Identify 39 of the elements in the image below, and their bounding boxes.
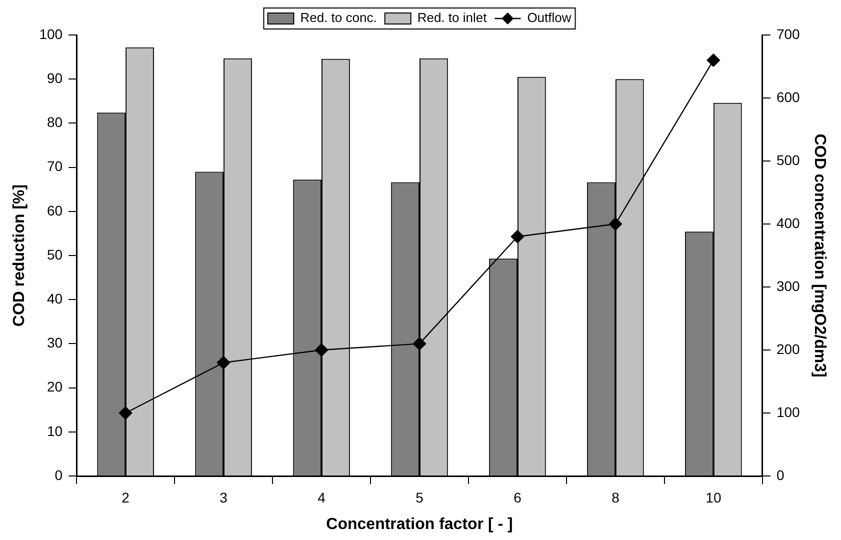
y-tick-label: 40	[46, 290, 63, 306]
point	[412, 337, 426, 350]
legend-label: Outflow	[527, 10, 572, 26]
y-tick-label: 30	[46, 334, 63, 351]
y-tick-label: 60	[46, 202, 63, 218]
x-axis-title: Concentration factor [ - ]	[326, 516, 513, 533]
y-tick-label: 50	[46, 246, 63, 262]
y2-tick-label: 700	[776, 26, 800, 42]
legend-label: Red. to conc.	[300, 10, 377, 26]
y-axis-title: COD reduction [%]	[11, 184, 28, 327]
point	[706, 54, 720, 67]
y-tick-label: 10	[46, 422, 63, 439]
x-tick-label: 5	[416, 489, 424, 506]
y-tick-label: 70	[46, 158, 63, 174]
y2-tick-label: 600	[776, 88, 800, 105]
point	[608, 217, 622, 231]
y-tick-label: 0	[54, 466, 63, 483]
y-tick-label: 100	[39, 26, 63, 42]
legend-label: Red. to inlet	[417, 10, 488, 26]
y2-axis-title: COD concentration [mgO2/dm3]	[810, 134, 828, 378]
x-tick-label: 2	[122, 489, 130, 506]
y-tick-label: 90	[46, 70, 63, 86]
y-tick-label: 20	[46, 378, 63, 395]
y2-tick-label: 400	[776, 214, 800, 231]
y2-tick-label: 500	[776, 152, 800, 168]
x-tick-label: 6	[514, 489, 522, 506]
x-tick-label: 3	[220, 489, 228, 506]
x-tick-label: 8	[612, 489, 620, 506]
x-tick-label: 10	[706, 489, 722, 506]
y2-tick-label: 100	[776, 404, 800, 420]
y2-tick-label: 200	[776, 340, 800, 357]
point	[510, 230, 524, 244]
y2-tick-label: 300	[776, 278, 800, 294]
point	[216, 356, 230, 370]
point	[314, 343, 328, 357]
point	[118, 406, 132, 420]
x-tick-label: 4	[318, 489, 326, 506]
y2-tick-label: 0	[776, 466, 784, 483]
y-tick-label: 80	[46, 114, 63, 130]
